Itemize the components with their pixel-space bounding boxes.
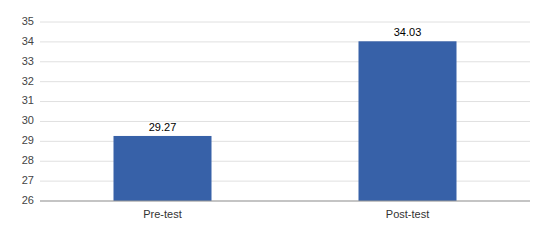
y-tick-label: 28 [22, 154, 34, 166]
bars [114, 41, 457, 201]
x-tick-label: Pre-test [143, 208, 182, 220]
y-tick-label: 31 [22, 94, 34, 106]
x-axis-line [40, 201, 530, 202]
x-tick-label: Post-test [386, 208, 429, 220]
chart: 26 27 28 29 30 31 32 33 34 35 29.27 34.03 Pre-test Po… [0, 0, 546, 231]
y-tick-label: 34 [22, 35, 34, 47]
grid-line [40, 201, 530, 202]
bar [359, 41, 457, 201]
y-tick-label: 32 [22, 75, 34, 87]
x-axis: Pre-test Post-test [40, 201, 530, 220]
y-axis: 26 27 28 29 30 31 32 33 34 35 [22, 15, 34, 206]
grid-line [40, 22, 530, 23]
y-tick-label: 33 [22, 55, 34, 67]
y-tick-label: 29 [22, 134, 34, 146]
y-tick-label: 35 [22, 15, 34, 27]
chart-container: 26 27 28 29 30 31 32 33 34 35 29.27 34.03 Pre-test Po… [0, 0, 546, 231]
grid [40, 22, 530, 201]
data-label: 29.27 [149, 121, 177, 133]
data-labels: 29.27 34.03 [149, 26, 422, 133]
y-tick-label: 30 [22, 114, 34, 126]
y-tick-label: 26 [22, 194, 34, 206]
bar [114, 136, 212, 201]
y-tick-label: 27 [22, 174, 34, 186]
data-label: 34.03 [394, 26, 422, 38]
